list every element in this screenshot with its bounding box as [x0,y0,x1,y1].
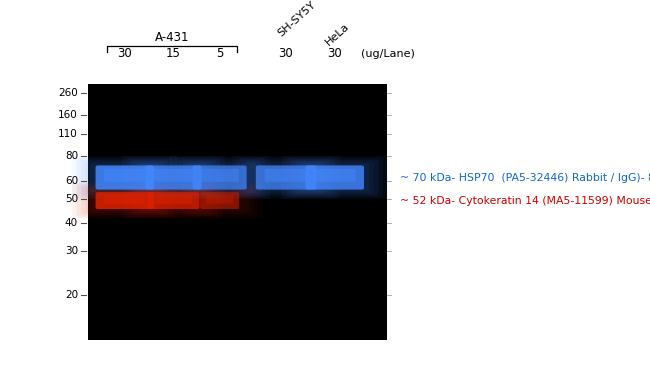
FancyBboxPatch shape [291,160,378,195]
FancyBboxPatch shape [287,158,383,197]
FancyBboxPatch shape [77,184,173,217]
Text: ~ 70 kDa- HSP70  (PA5-32446) Rabbit / IgG)- 800nm: ~ 70 kDa- HSP70 (PA5-32446) Rabbit / IgG… [400,172,650,183]
Text: 60: 60 [65,176,78,186]
Bar [88,84,387,340]
FancyBboxPatch shape [246,161,326,194]
FancyBboxPatch shape [206,195,233,204]
Text: A-431: A-431 [155,31,190,44]
FancyBboxPatch shape [96,192,154,209]
FancyBboxPatch shape [140,163,207,192]
FancyBboxPatch shape [131,160,216,195]
FancyBboxPatch shape [300,163,369,192]
FancyBboxPatch shape [122,156,225,199]
Text: 110: 110 [58,128,78,139]
FancyBboxPatch shape [256,165,317,190]
FancyBboxPatch shape [174,158,266,197]
FancyBboxPatch shape [251,163,321,192]
FancyBboxPatch shape [178,160,261,195]
Text: HeLa: HeLa [324,21,351,48]
FancyBboxPatch shape [265,169,307,182]
Text: 30: 30 [65,246,78,256]
FancyBboxPatch shape [193,165,247,190]
Text: 80: 80 [65,150,78,161]
Text: (ug/Lane): (ug/Lane) [361,49,415,59]
FancyBboxPatch shape [136,161,211,194]
FancyBboxPatch shape [242,160,330,195]
Text: 40: 40 [65,217,78,228]
FancyBboxPatch shape [155,195,192,204]
FancyBboxPatch shape [154,169,193,182]
FancyBboxPatch shape [129,184,218,217]
FancyBboxPatch shape [306,165,364,190]
Text: 20: 20 [65,290,78,300]
Text: 260: 260 [58,88,78,98]
FancyBboxPatch shape [96,165,154,190]
FancyBboxPatch shape [233,156,339,199]
Text: 50: 50 [65,194,78,205]
FancyBboxPatch shape [183,161,256,194]
FancyBboxPatch shape [90,163,159,192]
FancyBboxPatch shape [148,192,200,209]
FancyBboxPatch shape [201,169,239,182]
Text: ~ 52 kDa- Cytokeratin 14 (MA5-11599) Mouse / IgG3- 594nm: ~ 52 kDa- Cytokeratin 14 (MA5-11599) Mou… [400,195,650,206]
FancyBboxPatch shape [77,158,173,197]
Text: 30: 30 [279,47,293,60]
FancyBboxPatch shape [104,169,146,182]
FancyBboxPatch shape [133,186,214,215]
FancyBboxPatch shape [81,186,168,215]
FancyBboxPatch shape [188,163,252,192]
FancyBboxPatch shape [72,156,177,199]
FancyBboxPatch shape [200,192,239,209]
FancyBboxPatch shape [86,161,164,194]
Text: 160: 160 [58,110,78,120]
FancyBboxPatch shape [314,169,356,182]
FancyBboxPatch shape [142,190,205,211]
FancyBboxPatch shape [72,183,177,219]
FancyBboxPatch shape [86,188,164,213]
Text: 30: 30 [118,47,132,60]
FancyBboxPatch shape [90,190,159,211]
FancyBboxPatch shape [104,195,146,204]
Text: 30: 30 [328,47,342,60]
FancyBboxPatch shape [296,161,374,194]
Text: SH-SY5Y: SH-SY5Y [276,0,318,38]
FancyBboxPatch shape [81,160,168,195]
FancyBboxPatch shape [237,158,335,197]
FancyBboxPatch shape [124,183,223,219]
FancyBboxPatch shape [146,165,202,190]
FancyBboxPatch shape [282,156,387,199]
FancyBboxPatch shape [138,188,209,213]
FancyBboxPatch shape [169,156,270,199]
FancyBboxPatch shape [127,158,220,197]
Text: 15: 15 [166,47,181,60]
Text: 5: 5 [216,47,224,60]
